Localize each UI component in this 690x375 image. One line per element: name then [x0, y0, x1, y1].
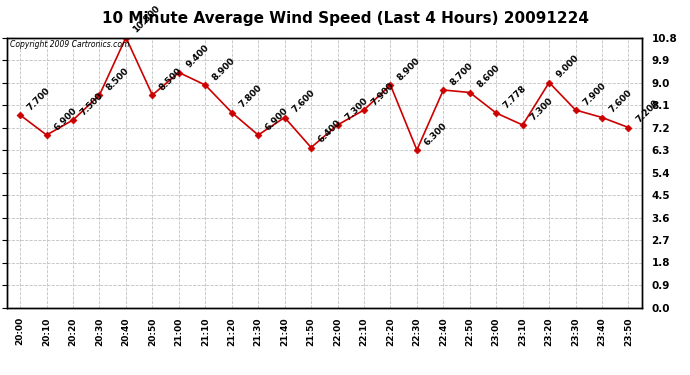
Text: 6.900: 6.900 [264, 106, 290, 132]
Text: 6.300: 6.300 [422, 121, 448, 147]
Text: 7.900: 7.900 [370, 81, 396, 107]
Text: 8.900: 8.900 [211, 56, 237, 82]
Text: Copyright 2009 Cartronics.com: Copyright 2009 Cartronics.com [10, 40, 130, 49]
Text: 7.778: 7.778 [502, 84, 529, 110]
Text: 9.000: 9.000 [555, 54, 581, 80]
Text: 10.800: 10.800 [132, 4, 162, 35]
Text: 8.700: 8.700 [449, 61, 475, 87]
Text: 6.900: 6.900 [52, 106, 79, 132]
Text: 7.600: 7.600 [290, 88, 317, 115]
Text: 8.500: 8.500 [158, 66, 184, 92]
Text: 8.600: 8.600 [475, 63, 502, 90]
Text: 6.400: 6.400 [317, 118, 343, 145]
Text: 10 Minute Average Wind Speed (Last 4 Hours) 20091224: 10 Minute Average Wind Speed (Last 4 Hou… [101, 11, 589, 26]
Text: 7.500: 7.500 [79, 91, 105, 117]
Text: 8.900: 8.900 [396, 56, 422, 82]
Text: 7.300: 7.300 [343, 96, 369, 122]
Text: 7.800: 7.800 [237, 83, 264, 110]
Text: 7.200: 7.200 [634, 98, 660, 125]
Text: 7.600: 7.600 [608, 88, 634, 115]
Text: 8.500: 8.500 [105, 66, 131, 92]
Text: 7.300: 7.300 [529, 96, 555, 122]
Text: 9.400: 9.400 [184, 43, 211, 70]
Text: 7.700: 7.700 [26, 86, 52, 112]
Text: 7.900: 7.900 [581, 81, 608, 107]
